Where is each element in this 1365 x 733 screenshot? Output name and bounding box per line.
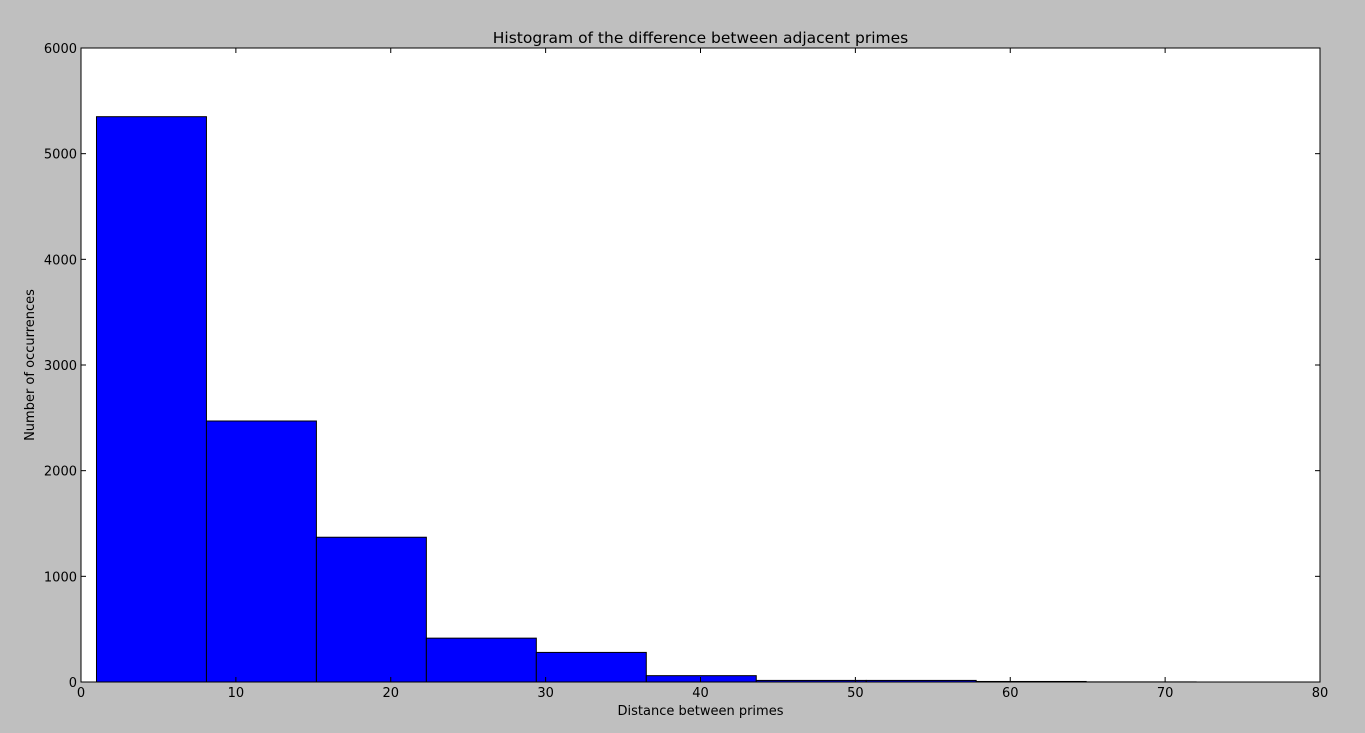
bars-group: [95, 116, 1197, 683]
histogram-bar-5: [535, 651, 647, 683]
x-tick-label: 70: [1157, 686, 1174, 701]
y-tick-label: 0: [69, 676, 77, 691]
chart-title: Histogram of the difference between adja…: [493, 29, 909, 47]
y-tick-label: 1000: [44, 570, 77, 585]
histogram-bar-3: [315, 536, 427, 683]
x-axis-label: Distance between primes: [618, 704, 784, 719]
histogram-bar-2: [205, 420, 317, 683]
x-tick-label: 10: [228, 686, 245, 701]
ticks-group: 0 10 20 30 40 50 60 70 80 0 1000 2000 3000 4000 5000 60…: [44, 42, 1328, 701]
x-tick-label: 0: [77, 686, 85, 701]
y-axis-label: Number of occurrences: [23, 289, 38, 441]
x-tick-label: 20: [382, 686, 399, 701]
histogram-bar-1: [95, 116, 207, 683]
y-tick-label: 3000: [44, 359, 77, 374]
x-tick-label: 40: [692, 686, 709, 701]
x-tick-label: 30: [537, 686, 554, 701]
histogram-bar-6: [645, 675, 757, 683]
x-tick-label: 50: [847, 686, 864, 701]
y-tick-label: 4000: [44, 253, 77, 268]
x-tick-label: 80: [1312, 686, 1329, 701]
y-tick-label: 6000: [44, 42, 77, 57]
x-tick-label: 60: [1002, 686, 1019, 701]
histogram-bar-4: [425, 637, 537, 683]
plot-frame: [80, 47, 1321, 683]
y-tick-label: 5000: [44, 148, 77, 163]
y-tick-label: 2000: [44, 465, 77, 480]
